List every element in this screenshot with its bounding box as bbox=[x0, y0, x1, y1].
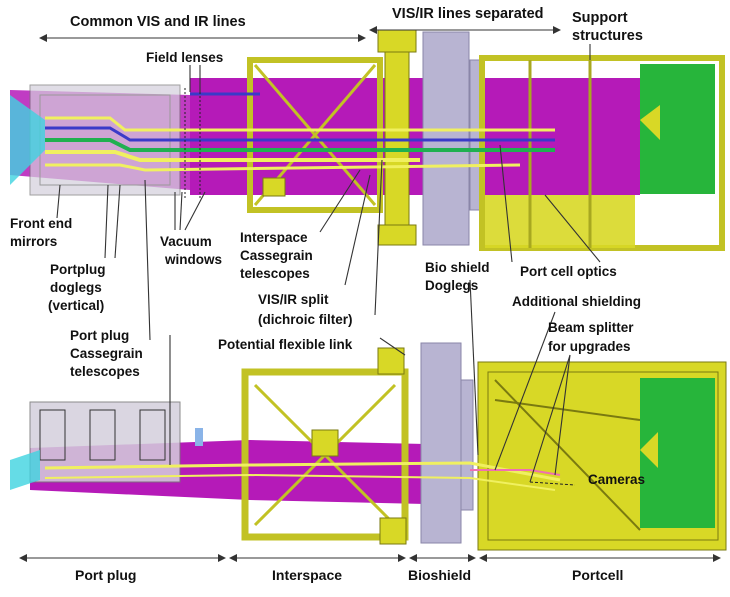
bottom-beam-lines bbox=[44, 461, 561, 491]
label-vis-ir-split-1: VIS/IR split bbox=[258, 292, 329, 307]
label-additional-shielding: Additional shielding bbox=[512, 294, 641, 309]
bottom-cassegrain-1 bbox=[39, 409, 66, 461]
bottom-camera-pointer bbox=[529, 481, 576, 486]
leader-lines bbox=[56, 44, 601, 483]
top-magenta-duct bbox=[190, 78, 640, 195]
top-view bbox=[10, 29, 725, 251]
label-vacuum-1: Vacuum bbox=[160, 234, 212, 249]
label-port-plug-cass-2: Cassegrain bbox=[70, 346, 143, 361]
label-vacuum-2: windows bbox=[164, 252, 222, 267]
label-field-lenses: Field lenses bbox=[146, 50, 223, 65]
top-camera-cone bbox=[640, 105, 660, 140]
bottom-window bbox=[195, 428, 203, 446]
label-vis-ir-split-2: (dichroic filter) bbox=[258, 312, 353, 327]
label-beam-splitter-2: for upgrades bbox=[548, 339, 631, 354]
top-lens-markers bbox=[184, 88, 201, 200]
label-support-structures-1: Support bbox=[572, 10, 628, 26]
label-front-end-2: mirrors bbox=[10, 234, 57, 249]
label-common-vis-ir: Common VIS and IR lines bbox=[70, 14, 246, 30]
top-post-base bbox=[377, 224, 417, 246]
label-interspace-cass-3: telescopes bbox=[240, 266, 310, 281]
bottom-bioshield bbox=[420, 342, 462, 544]
bottom-interspace-frame bbox=[241, 347, 409, 545]
label-front-end-1: Front end bbox=[10, 216, 72, 231]
label-flexible-link: Potential flexible link bbox=[218, 337, 353, 352]
top-beam-lines bbox=[45, 92, 555, 172]
top-post-cap bbox=[377, 29, 417, 53]
section-portcell: Portcell bbox=[572, 567, 623, 583]
span-arrows bbox=[19, 26, 721, 562]
label-portplug-doglegs-2: doglegs bbox=[50, 280, 102, 295]
bottom-camera-cone bbox=[640, 432, 658, 468]
label-interspace-cass-2: Cassegrain bbox=[240, 248, 313, 263]
label-bio-shield-2: Doglegs bbox=[425, 278, 478, 293]
bottom-bioshield-step bbox=[460, 379, 474, 511]
top-front-mirrors bbox=[10, 95, 45, 185]
labels: Common VIS and IR lines VIS/IR lines sep… bbox=[10, 6, 645, 583]
bottom-port-plug-box bbox=[29, 401, 181, 483]
bottom-view bbox=[10, 342, 727, 551]
label-port-plug-cass-3: telescopes bbox=[70, 364, 140, 379]
label-vis-ir-separated: VIS/IR lines separated bbox=[392, 6, 544, 22]
label-bio-shield-1: Bio shield bbox=[425, 260, 490, 275]
label-beam-splitter-1: Beam splitter bbox=[548, 320, 634, 335]
label-portplug-doglegs-3: (vertical) bbox=[48, 298, 104, 313]
bottom-front-mirrors bbox=[10, 450, 40, 490]
section-interspace: Interspace bbox=[272, 567, 342, 583]
top-support-post bbox=[384, 29, 410, 246]
section-bioshield: Bioshield bbox=[408, 567, 471, 583]
bottom-cassegrain-2 bbox=[89, 409, 116, 461]
label-port-cell-optics: Port cell optics bbox=[520, 264, 617, 279]
top-interspace-frame bbox=[247, 57, 383, 213]
section-port-plug: Port plug bbox=[75, 567, 136, 583]
label-portplug-doglegs-1: Portplug bbox=[50, 262, 106, 277]
label-support-structures-2: structures bbox=[572, 28, 643, 44]
label-cameras: Cameras bbox=[588, 472, 645, 487]
label-interspace-cass-1: Interspace bbox=[240, 230, 308, 245]
label-port-plug-cass-1: Port plug bbox=[70, 328, 129, 343]
bottom-cassegrain-3 bbox=[139, 409, 166, 461]
